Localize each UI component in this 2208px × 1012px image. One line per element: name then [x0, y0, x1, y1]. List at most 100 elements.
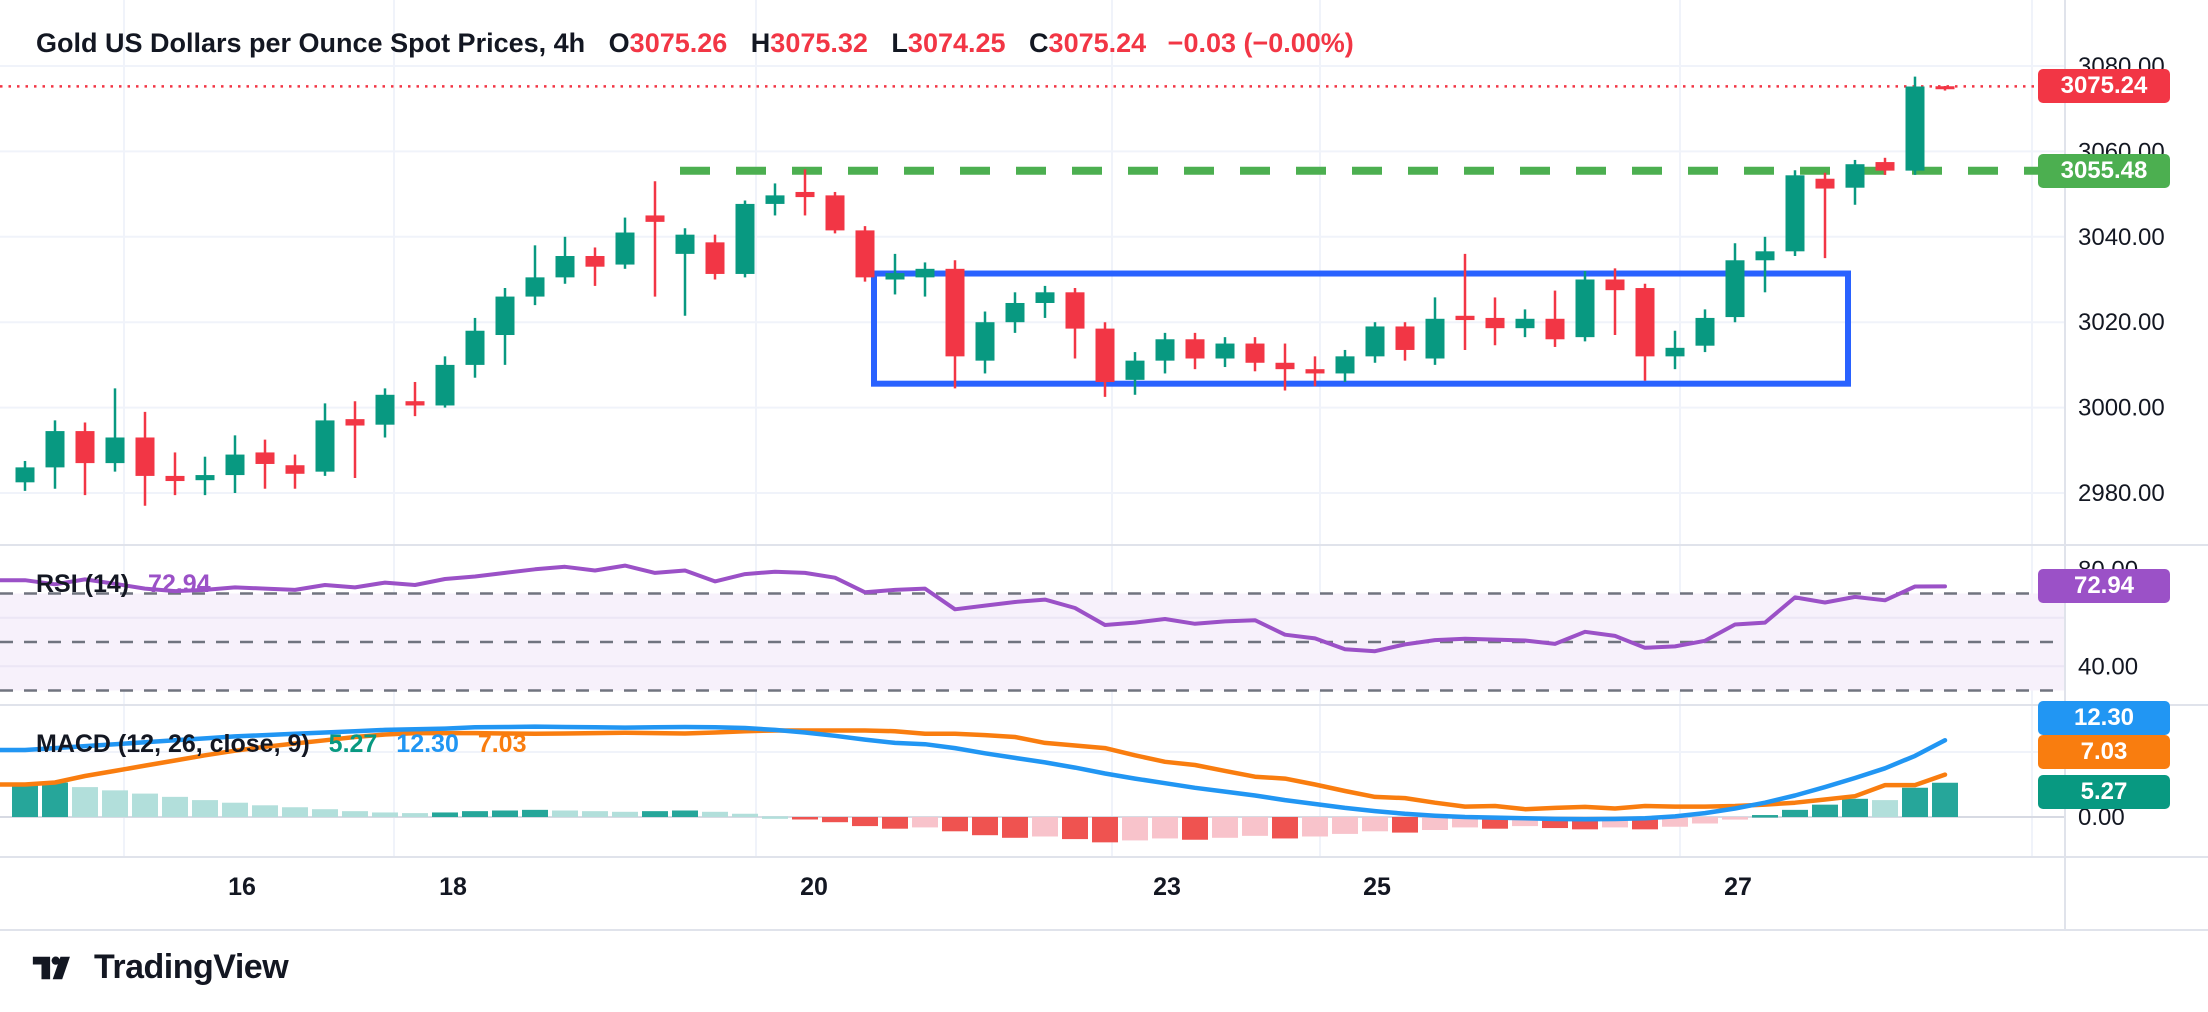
hist-bar: [1302, 817, 1328, 837]
candle[interactable]: [375, 388, 395, 438]
candle[interactable]: [1305, 356, 1325, 387]
level-price-badge: 3055.48: [2038, 154, 2170, 188]
candle[interactable]: [75, 422, 95, 496]
candle[interactable]: [1245, 337, 1265, 372]
candle[interactable]: [705, 234, 725, 280]
candle[interactable]: [1815, 172, 1835, 259]
candle[interactable]: [1755, 236, 1775, 293]
time-label: 27: [1724, 873, 1752, 901]
rsi-indicator-label[interactable]: RSI (14) 72.94: [36, 570, 211, 599]
chart-legend[interactable]: Gold US Dollars per Ounce Spot Prices, 4…: [36, 28, 1354, 59]
candle[interactable]: [1905, 76, 1925, 175]
candle[interactable]: [315, 403, 335, 476]
candle[interactable]: [165, 452, 185, 496]
candle[interactable]: [1095, 322, 1115, 397]
macd-line-value: 12.30: [396, 730, 459, 758]
candle[interactable]: [585, 247, 605, 286]
candle[interactable]: [405, 381, 425, 417]
hist-bar: [702, 811, 728, 817]
time-axis[interactable]: 16 18 20 23 25 27: [228, 873, 1752, 901]
candle[interactable]: [225, 435, 245, 493]
candle[interactable]: [855, 226, 875, 282]
candle[interactable]: [15, 460, 35, 491]
candle[interactable]: [915, 262, 935, 297]
candle[interactable]: [345, 401, 365, 479]
candle[interactable]: [1935, 85, 1955, 91]
rsi-line[interactable]: [0, 563, 1947, 654]
candle[interactable]: [1035, 285, 1055, 318]
candle[interactable]: [1575, 270, 1595, 342]
candle[interactable]: [1155, 332, 1175, 374]
macd-line[interactable]: [0, 724, 1948, 822]
consolidation-box[interactable]: [871, 270, 1851, 387]
candle[interactable]: [1275, 343, 1295, 391]
candle[interactable]: [1365, 322, 1385, 363]
candle[interactable]: [825, 191, 845, 234]
candle[interactable]: [1845, 159, 1865, 205]
hist-bar: [1092, 817, 1118, 843]
candle[interactable]: [885, 253, 905, 295]
macd-indicator-label[interactable]: MACD (12, 26, close, 9) 5.27 12.30 7.03: [36, 730, 526, 759]
candle[interactable]: [1185, 332, 1205, 370]
close-value: 3075.24: [1048, 28, 1147, 58]
last-price-badge: 3075.24: [2038, 69, 2170, 103]
candle[interactable]: [945, 260, 965, 389]
hist-bar: [102, 790, 128, 817]
price-tick: 3040.00: [2078, 224, 2165, 251]
hist-bar: [312, 809, 338, 817]
hist-bar: [192, 800, 218, 817]
macd-signal-line[interactable]: [0, 728, 1948, 812]
candle[interactable]: [1125, 352, 1145, 395]
candle[interactable]: [1665, 330, 1685, 370]
tradingview-logo[interactable]: TradingView: [32, 948, 289, 987]
candle[interactable]: [765, 183, 785, 216]
candle[interactable]: [675, 228, 695, 316]
hist-bar: [1392, 817, 1418, 833]
hist-bar: [1722, 817, 1748, 820]
hist-bar: [1152, 817, 1178, 839]
candle[interactable]: [615, 217, 635, 269]
candle[interactable]: [795, 169, 815, 216]
candle[interactable]: [495, 288, 515, 365]
candle[interactable]: [1005, 292, 1025, 333]
hist-bar: [42, 782, 68, 817]
hist-bar: [1452, 817, 1478, 828]
candle[interactable]: [975, 311, 995, 374]
candle[interactable]: [195, 456, 215, 496]
candle[interactable]: [1335, 349, 1355, 382]
rsi-band: [0, 592, 2065, 692]
candle[interactable]: [1215, 337, 1235, 368]
hist-bar: [612, 811, 638, 817]
candle[interactable]: [1875, 157, 1895, 175]
candle[interactable]: [435, 356, 455, 408]
candle[interactable]: [45, 420, 65, 489]
candle[interactable]: [1485, 297, 1505, 346]
candle[interactable]: [1395, 322, 1415, 361]
candle[interactable]: [105, 388, 125, 472]
candle[interactable]: [645, 181, 665, 297]
candle[interactable]: [285, 454, 305, 489]
low-value: 3074.25: [907, 28, 1006, 58]
candle[interactable]: [1635, 283, 1655, 381]
candle[interactable]: [1425, 297, 1445, 365]
hist-bar: [1362, 817, 1388, 832]
candle[interactable]: [135, 411, 155, 506]
candle[interactable]: [735, 200, 755, 278]
candle[interactable]: [1695, 309, 1715, 353]
candle[interactable]: [1515, 309, 1535, 338]
candle[interactable]: [1455, 253, 1475, 350]
candle[interactable]: [255, 439, 275, 489]
candle[interactable]: [1725, 243, 1745, 323]
hist-bar: [72, 787, 98, 817]
hist-bar: [522, 809, 548, 817]
candle[interactable]: [1785, 170, 1805, 257]
candle[interactable]: [555, 236, 575, 284]
candle[interactable]: [465, 317, 485, 378]
candle[interactable]: [1065, 288, 1085, 359]
hist-bar: [822, 817, 848, 823]
hist-bar: [582, 811, 608, 817]
candle[interactable]: [1545, 290, 1565, 347]
candle[interactable]: [525, 245, 545, 306]
candle[interactable]: [1605, 268, 1625, 336]
